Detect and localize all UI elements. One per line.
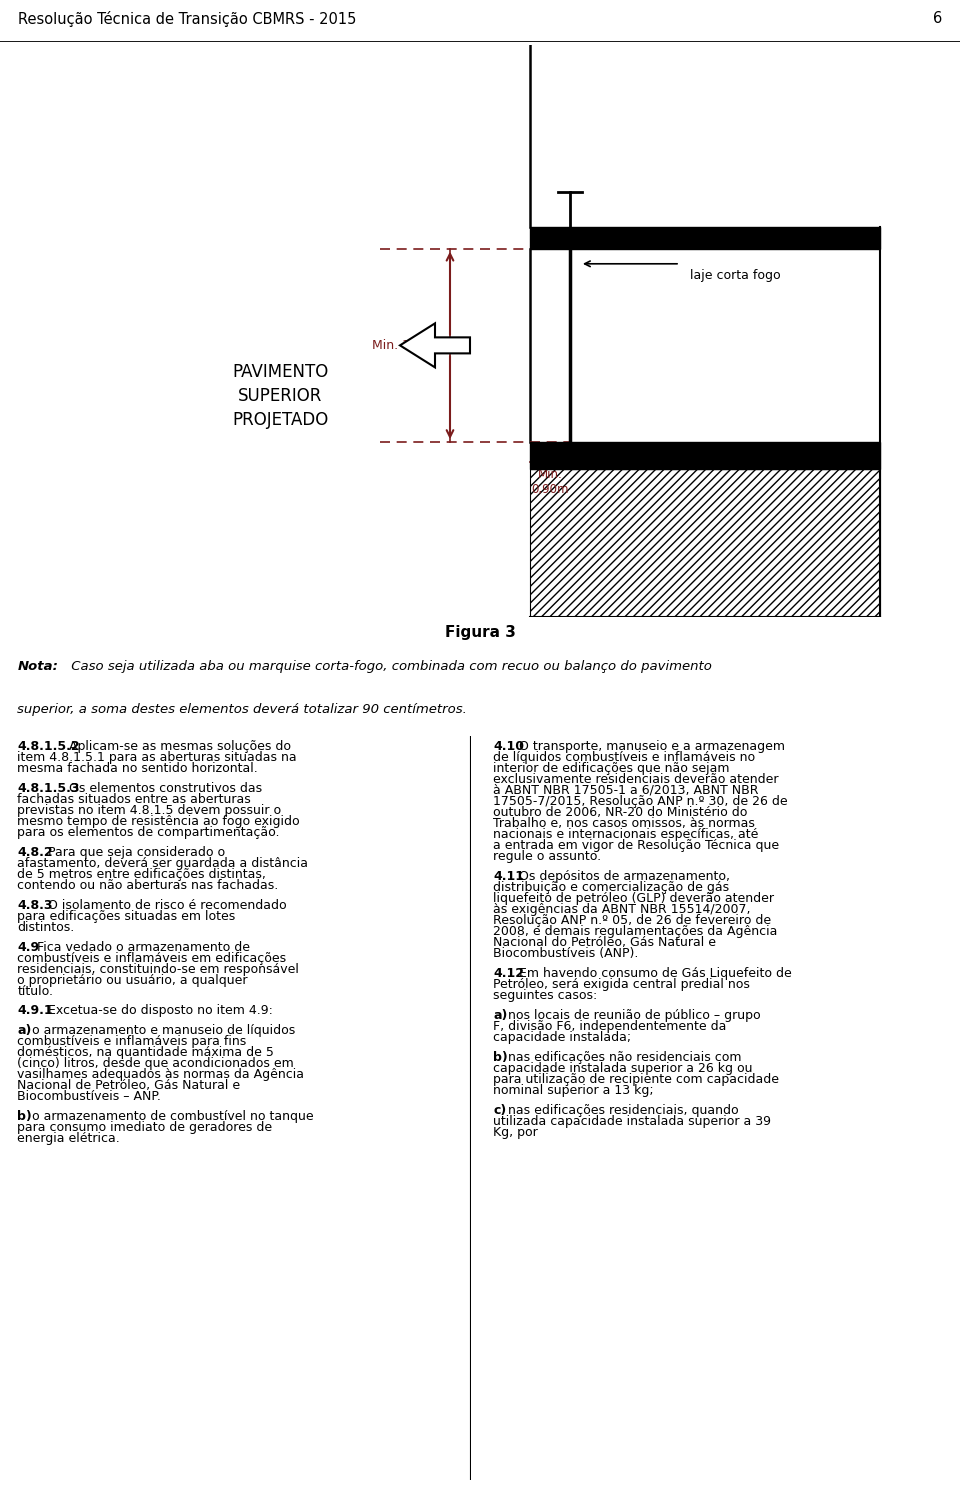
Text: Biocombustíveis (ANP).: Biocombustíveis (ANP). <box>493 947 638 959</box>
Text: seguintes casos:: seguintes casos: <box>493 989 598 1002</box>
Text: c): c) <box>493 1103 507 1117</box>
Text: combustíveis e inflamáveis em edificações: combustíveis e inflamáveis em edificaçõe… <box>17 952 286 965</box>
Text: Biocombustíveis – ANP.: Biocombustíveis – ANP. <box>17 1090 161 1103</box>
Text: PAVIMENTO
SUPERIOR
PROJETADO: PAVIMENTO SUPERIOR PROJETADO <box>232 363 328 428</box>
Text: 4.8.1.5.3: 4.8.1.5.3 <box>17 782 80 794</box>
Text: Os depósitos de armazenamento,: Os depósitos de armazenamento, <box>515 870 730 883</box>
Text: exclusivamente residenciais deverão atender: exclusivamente residenciais deverão aten… <box>493 773 779 785</box>
Text: Trabalho e, nos casos omissos, às normas: Trabalho e, nos casos omissos, às normas <box>493 816 756 830</box>
Text: o armazenamento de combustível no tanque: o armazenamento de combustível no tanque <box>28 1111 314 1123</box>
Text: a): a) <box>493 1008 508 1022</box>
Text: item 4.8.1.5.1 para as aberturas situadas na: item 4.8.1.5.1 para as aberturas situada… <box>17 751 297 764</box>
Text: afastamento, deverá ser guardada a distância: afastamento, deverá ser guardada a distâ… <box>17 857 308 870</box>
Text: Para que seja considerado o: Para que seja considerado o <box>44 846 225 858</box>
Text: nas edificações não residenciais com: nas edificações não residenciais com <box>504 1051 741 1063</box>
Text: título.: título. <box>17 984 54 998</box>
Text: 4.8.1.5.2: 4.8.1.5.2 <box>17 739 80 752</box>
Text: Resolução ANP n.º 05, de 26 de fevereiro de: Resolução ANP n.º 05, de 26 de fevereiro… <box>493 915 772 926</box>
Text: mesmo tempo de resistência ao fogo exigido: mesmo tempo de resistência ao fogo exigi… <box>17 815 300 828</box>
Text: F, divisão F6, independentemente da: F, divisão F6, independentemente da <box>493 1020 727 1032</box>
Text: para utilização de recipiente com capacidade: para utilização de recipiente com capaci… <box>493 1072 780 1086</box>
Text: nominal superior a 13 kg;: nominal superior a 13 kg; <box>493 1084 654 1096</box>
Text: O transporte, manuseio e a armazenagem: O transporte, manuseio e a armazenagem <box>515 739 784 752</box>
Text: laje corta fogo: laje corta fogo <box>690 269 780 283</box>
Text: às exigências da ABNT NBR 15514/2007,: às exigências da ABNT NBR 15514/2007, <box>493 903 751 916</box>
Text: fachadas situados entre as aberturas: fachadas situados entre as aberturas <box>17 793 251 806</box>
Text: 4.8.3: 4.8.3 <box>17 898 53 912</box>
Text: capacidade instalada superior a 26 kg ou: capacidade instalada superior a 26 kg ou <box>493 1062 753 1075</box>
Text: à ABNT NBR 17505-1 a 6/2013, ABNT NBR: à ABNT NBR 17505-1 a 6/2013, ABNT NBR <box>493 784 759 797</box>
Text: Kg, por: Kg, por <box>493 1126 539 1139</box>
Text: energia elétrica.: energia elétrica. <box>17 1133 120 1145</box>
Text: para consumo imediato de geradores de: para consumo imediato de geradores de <box>17 1121 273 1135</box>
Text: interior de edificações que não sejam: interior de edificações que não sejam <box>493 761 730 775</box>
Text: Figura 3: Figura 3 <box>444 625 516 641</box>
Text: distribuição e comercialização de gás: distribuição e comercialização de gás <box>493 880 730 894</box>
Text: Nota:: Nota: <box>17 660 59 674</box>
Text: b): b) <box>17 1111 32 1123</box>
Text: 6: 6 <box>933 12 942 27</box>
Text: para edificações situadas em lotes: para edificações situadas em lotes <box>17 910 235 922</box>
Text: b): b) <box>493 1051 508 1063</box>
Text: 4.10: 4.10 <box>493 739 524 752</box>
Text: superior, a soma destes elementos deverá totalizar 90 centímetros.: superior, a soma destes elementos deverá… <box>17 703 468 717</box>
Text: Nacional do Petróleo, Gás Natural e: Nacional do Petróleo, Gás Natural e <box>493 935 716 949</box>
Text: para os elementos de compartimentação.: para os elementos de compartimentação. <box>17 825 279 839</box>
Text: residenciais, constituindo-se em responsável: residenciais, constituindo-se em respons… <box>17 962 300 975</box>
Text: a entrada em vigor de Resolução Técnica que: a entrada em vigor de Resolução Técnica … <box>493 839 780 852</box>
Bar <box>530 228 880 248</box>
Bar <box>530 468 880 617</box>
Text: distintos.: distintos. <box>17 920 75 934</box>
Text: de líquidos combustíveis e inflamáveis no: de líquidos combustíveis e inflamáveis n… <box>493 751 756 764</box>
Text: 17505-7/2015, Resolução ANP n.º 30, de 26 de: 17505-7/2015, Resolução ANP n.º 30, de 2… <box>493 794 788 807</box>
Text: 4.11: 4.11 <box>493 870 524 883</box>
Text: nos locais de reunião de público – grupo: nos locais de reunião de público – grupo <box>504 1008 760 1022</box>
Text: a): a) <box>17 1025 32 1038</box>
Text: O isolamento de risco é recomendado: O isolamento de risco é recomendado <box>44 898 286 912</box>
Text: Fica vedado o armazenamento de: Fica vedado o armazenamento de <box>34 941 251 953</box>
Polygon shape <box>400 323 470 367</box>
Text: utilizada capacidade instalada superior a 39: utilizada capacidade instalada superior … <box>493 1115 772 1127</box>
Text: previstas no item 4.8.1.5 devem possuir o: previstas no item 4.8.1.5 devem possuir … <box>17 803 281 816</box>
Text: contendo ou não aberturas nas fachadas.: contendo ou não aberturas nas fachadas. <box>17 879 278 892</box>
Text: o proprietário ou usuário, a qualquer: o proprietário ou usuário, a qualquer <box>17 974 248 986</box>
Text: Nacional de Petróleo, Gás Natural e: Nacional de Petróleo, Gás Natural e <box>17 1080 240 1093</box>
Text: domésticos, na quantidade máxima de 5: domésticos, na quantidade máxima de 5 <box>17 1047 275 1059</box>
Text: regule o assunto.: regule o assunto. <box>493 851 602 862</box>
Text: outubro de 2006, NR-20 do Ministério do: outubro de 2006, NR-20 do Ministério do <box>493 806 748 819</box>
Text: Caso seja utilizada aba ou marquise corta-fogo, combinada com recuo ou balanço d: Caso seja utilizada aba ou marquise cort… <box>67 660 712 674</box>
Text: Aplicam-se as mesmas soluções do: Aplicam-se as mesmas soluções do <box>65 739 291 752</box>
Text: vasilhames adequados às normas da Agência: vasilhames adequados às normas da Agênci… <box>17 1069 304 1081</box>
Text: o armazenamento e manuseio de líquidos: o armazenamento e manuseio de líquidos <box>28 1025 295 1038</box>
Text: Resolução Técnica de Transição CBMRS - 2015: Resolução Técnica de Transição CBMRS - 2… <box>18 10 356 27</box>
Text: capacidade instalada;: capacidade instalada; <box>493 1030 632 1044</box>
Text: liquefeito de petróleo (GLP) deverão atender: liquefeito de petróleo (GLP) deverão ate… <box>493 892 775 904</box>
Text: mesma fachada no sentido horizontal.: mesma fachada no sentido horizontal. <box>17 761 258 775</box>
Bar <box>530 442 880 468</box>
Text: de 5 metros entre edificações distintas,: de 5 metros entre edificações distintas, <box>17 868 266 880</box>
Text: 4.9.1: 4.9.1 <box>17 1005 53 1017</box>
Text: 4.9: 4.9 <box>17 941 39 953</box>
Text: Petróleo, será exigida central predial nos: Petróleo, será exigida central predial n… <box>493 978 751 990</box>
Text: Os elementos construtivos das: Os elementos construtivos das <box>65 782 262 794</box>
Text: Em havendo consumo de Gás Liquefeito de: Em havendo consumo de Gás Liquefeito de <box>515 967 791 980</box>
Text: 4.8.2: 4.8.2 <box>17 846 53 858</box>
Text: nas edificações residenciais, quando: nas edificações residenciais, quando <box>504 1103 738 1117</box>
Text: 4.12: 4.12 <box>493 967 524 980</box>
Text: Min.
0,90m: Min. 0,90m <box>531 468 568 497</box>
Text: combustíveis e inflamáveis para fins: combustíveis e inflamáveis para fins <box>17 1035 247 1048</box>
Text: Min. 1,20m: Min. 1,20m <box>372 339 442 352</box>
Text: (cinco) litros, desde que acondicionados em: (cinco) litros, desde que acondicionados… <box>17 1057 294 1071</box>
Text: Excetua-se do disposto no item 4.9:: Excetua-se do disposto no item 4.9: <box>44 1005 273 1017</box>
Text: 2008, e demais regulamentações da Agência: 2008, e demais regulamentações da Agênci… <box>493 925 778 938</box>
Text: nacionais e internacionais específicas, até: nacionais e internacionais específicas, … <box>493 828 758 840</box>
